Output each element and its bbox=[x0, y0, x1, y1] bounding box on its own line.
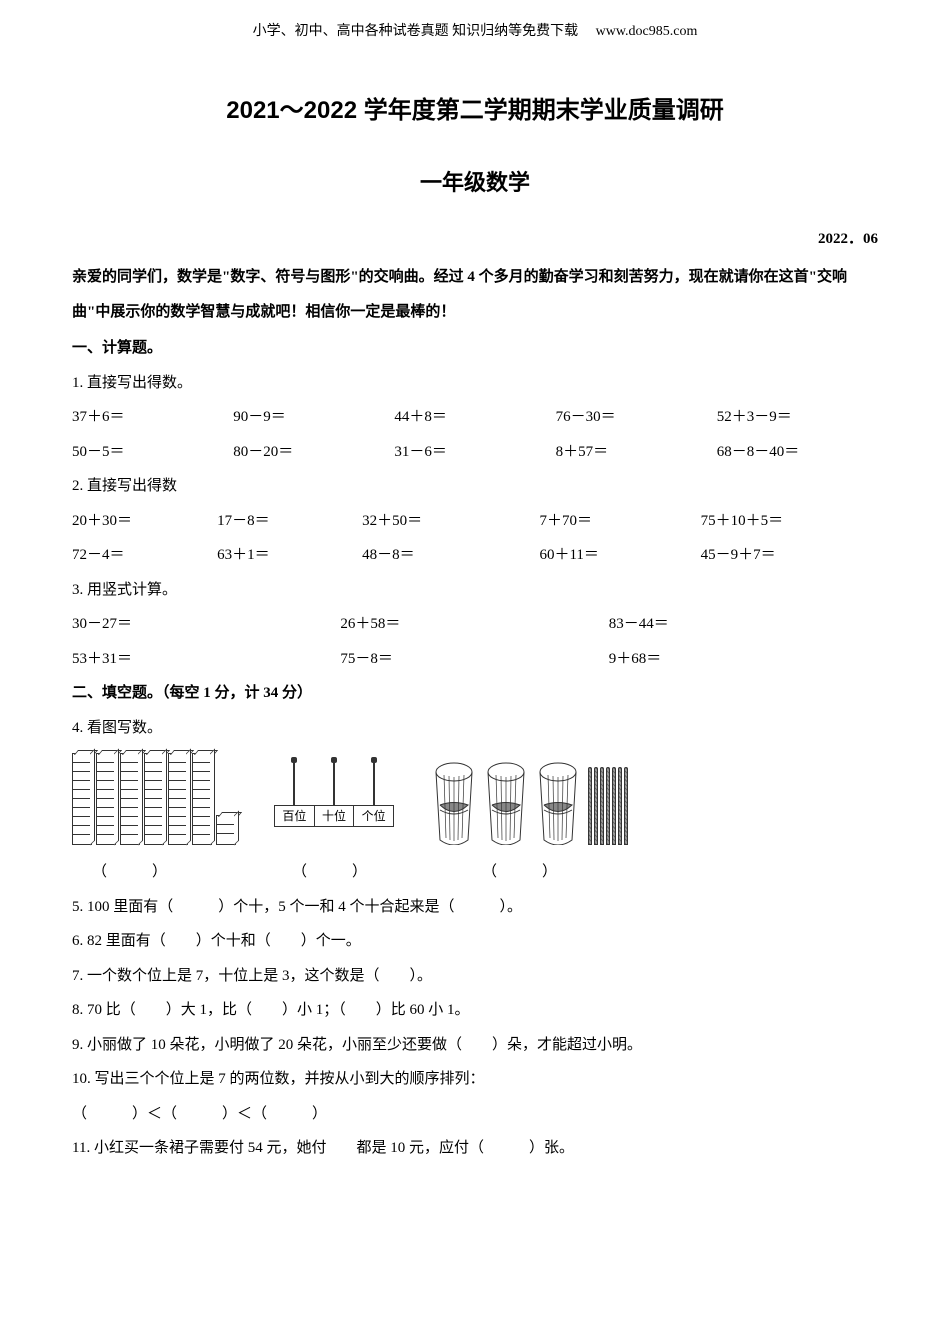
q10-blanks: （ ）＜（ ）＜（ ） bbox=[72, 1097, 878, 1132]
calc-item: 32＋50＝ bbox=[362, 504, 539, 539]
stick-bundle bbox=[536, 760, 580, 845]
q7: 7. 一个数个位上是 7，十位上是 3，这个数是（ ）。 bbox=[72, 959, 878, 994]
stick bbox=[612, 767, 616, 845]
calc-item: 75＋10＋5＝ bbox=[701, 504, 878, 539]
calc-item: 68－8－40＝ bbox=[717, 435, 878, 470]
q11: 11. 小红买一条裙子需要付 54 元，她付 都是 10 元，应付（ ）张。 bbox=[72, 1131, 878, 1166]
q4-label: 4. 看图写数。 bbox=[72, 711, 878, 746]
calc-item: 53＋31＝ bbox=[72, 642, 340, 677]
q2-row1: 20＋30＝ 17－8＝ 32＋50＝ 7＋70＝ 75＋10＋5＝ bbox=[72, 504, 878, 539]
q3-label: 3. 用竖式计算。 bbox=[72, 573, 878, 608]
calc-item: 9＋68＝ bbox=[609, 642, 877, 677]
section-1-heading: 一、计算题。 bbox=[72, 331, 878, 366]
stick bbox=[588, 767, 592, 845]
calc-item: 50－5＝ bbox=[72, 435, 233, 470]
block-column bbox=[72, 753, 92, 845]
calc-item: 60＋11＝ bbox=[539, 538, 700, 573]
exam-date: 2022．06 bbox=[72, 227, 878, 248]
calc-item: 76－30＝ bbox=[556, 400, 717, 435]
block-column bbox=[192, 753, 212, 845]
block-column bbox=[144, 753, 164, 845]
q5: 5. 100 里面有（ ）个十，5 个一和 4 个十合起来是（ ）。 bbox=[72, 890, 878, 925]
q4-figures: 百位 十位 个位 bbox=[72, 753, 878, 845]
calc-item: 7＋70＝ bbox=[539, 504, 700, 539]
calc-item: 8＋57＝ bbox=[556, 435, 717, 470]
calc-item: 26＋58＝ bbox=[340, 607, 608, 642]
section-2-heading: 二、填空题。（每空 1 分，计 34 分） bbox=[72, 676, 878, 711]
blank: （ ） bbox=[92, 855, 292, 890]
stick bbox=[606, 767, 610, 845]
calc-item: 48－8＝ bbox=[362, 538, 539, 573]
abacus-label: 个位 bbox=[354, 806, 393, 826]
page-title: 2021～2022 学年度第二学期期末学业质量调研 bbox=[72, 90, 878, 125]
calc-item: 75－8＝ bbox=[340, 642, 608, 677]
calc-item: 17－8＝ bbox=[217, 504, 362, 539]
stick bbox=[594, 767, 598, 845]
stick bbox=[618, 767, 622, 845]
q8: 8. 70 比（ ）大 1，比（ ）小 1；（ ）比 60 小 1。 bbox=[72, 993, 878, 1028]
q2-row2: 72－4＝ 63＋1＝ 48－8＝ 60＋11＝ 45－9＋7＝ bbox=[72, 538, 878, 573]
calc-item: 44＋8＝ bbox=[394, 400, 555, 435]
calc-item: 52＋3－9＝ bbox=[717, 400, 878, 435]
abacus-figure: 百位 十位 个位 bbox=[274, 755, 394, 845]
block-column-short bbox=[216, 815, 236, 845]
calc-item: 30－27＝ bbox=[72, 607, 340, 642]
q10-label: 10. 写出三个个位上是 7 的两位数，并按从小到大的顺序排列： bbox=[72, 1062, 878, 1097]
calc-item: 72－4＝ bbox=[72, 538, 217, 573]
stick-bundle bbox=[484, 760, 528, 845]
calc-item: 63＋1＝ bbox=[217, 538, 362, 573]
calc-item: 37＋6＝ bbox=[72, 400, 233, 435]
q9: 9. 小丽做了 10 朵花，小明做了 20 朵花，小丽至少还要做（ ）朵，才能超… bbox=[72, 1028, 878, 1063]
stick bbox=[600, 767, 604, 845]
calc-item: 80－20＝ bbox=[233, 435, 394, 470]
calc-item: 20＋30＝ bbox=[72, 504, 217, 539]
calc-item: 31－6＝ bbox=[394, 435, 555, 470]
bundles-figure bbox=[432, 760, 628, 845]
block-column bbox=[168, 753, 188, 845]
calc-item: 90－9＝ bbox=[233, 400, 394, 435]
q1-row1: 37＋6＝ 90－9＝ 44＋8＝ 76－30＝ 52＋3－9＝ bbox=[72, 400, 878, 435]
abacus-label: 十位 bbox=[315, 806, 355, 826]
q3-row2: 53＋31＝ 75－8＝ 9＋68＝ bbox=[72, 642, 878, 677]
blank: （ ） bbox=[292, 855, 482, 890]
q3-row1: 30－27＝ 26＋58＝ 83－44＝ bbox=[72, 607, 878, 642]
stick-bundle bbox=[432, 760, 476, 845]
blank: （ ） bbox=[482, 855, 682, 890]
abacus-label: 百位 bbox=[275, 806, 315, 826]
blocks-figure bbox=[72, 753, 236, 845]
intro-text: 亲爱的同学们，数学是"数字、符号与图形"的交响曲。经过 4 个多月的勤奋学习和刻… bbox=[72, 260, 878, 329]
stick bbox=[624, 767, 628, 845]
calc-item: 45－9＋7＝ bbox=[701, 538, 878, 573]
calc-item: 83－44＝ bbox=[609, 607, 877, 642]
q1-row2: 50－5＝ 80－20＝ 31－6＝ 8＋57＝ 68－8－40＝ bbox=[72, 435, 878, 470]
page-subtitle: 一年级数学 bbox=[72, 165, 878, 197]
loose-sticks bbox=[588, 760, 628, 845]
q6: 6. 82 里面有（ ）个十和（ ）个一。 bbox=[72, 924, 878, 959]
block-column bbox=[120, 753, 140, 845]
q2-label: 2. 直接写出得数 bbox=[72, 469, 878, 504]
header-link: 小学、初中、高中各种试卷真题 知识归纳等免费下载 www.doc985.com bbox=[72, 20, 878, 40]
q1-label: 1. 直接写出得数。 bbox=[72, 366, 878, 401]
block-column bbox=[96, 753, 116, 845]
q4-blanks: （ ） （ ） （ ） bbox=[72, 855, 878, 890]
